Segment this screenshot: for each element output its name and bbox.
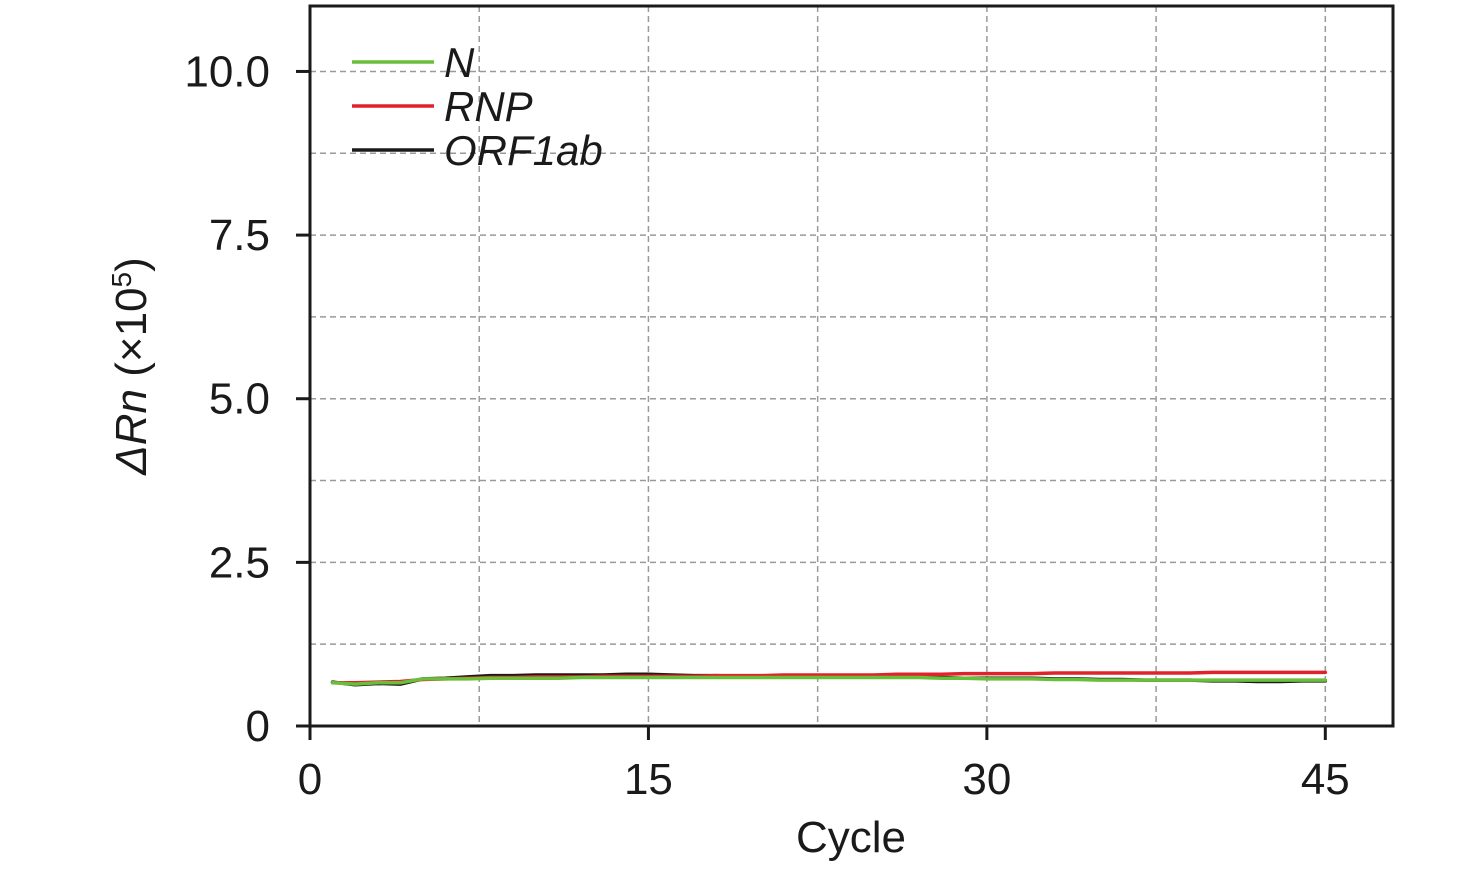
y-tick-label: 7.5 bbox=[209, 211, 270, 260]
series-line-n bbox=[330, 675, 1328, 686]
y-axis: 0 2.5 5.0 7.5 10.0 bbox=[184, 47, 310, 751]
plot-area-frame bbox=[308, 4, 1395, 728]
y-tick-label: 0 bbox=[246, 702, 270, 751]
x-axis: 0 15 30 45 bbox=[298, 726, 1350, 804]
legend-label-n: N bbox=[444, 39, 475, 86]
y-axis-label-unit-exponent: 5 bbox=[106, 272, 137, 288]
x-tick-label: 0 bbox=[298, 755, 322, 804]
x-axis-label: Cycle bbox=[796, 813, 906, 862]
y-axis-label-unit-prefix: (×10 bbox=[107, 287, 156, 389]
y-axis-label: ΔRn (×105) bbox=[106, 257, 157, 476]
y-tick-label: 2.5 bbox=[209, 538, 270, 587]
grid bbox=[310, 6, 1393, 726]
y-axis-label-unit-suffix: ) bbox=[107, 257, 156, 272]
series-lines bbox=[330, 670, 1328, 687]
legend-label-orf1ab: ORF1ab bbox=[444, 127, 603, 174]
x-tick-label: 45 bbox=[1301, 755, 1350, 804]
x-tick-label: 15 bbox=[624, 755, 673, 804]
y-tick-label: 5.0 bbox=[209, 375, 270, 424]
y-axis-label-main: ΔRn bbox=[107, 389, 156, 476]
legend-label-rnp: RNP bbox=[444, 83, 533, 130]
x-tick-label: 30 bbox=[962, 755, 1011, 804]
y-tick-label: 10.0 bbox=[184, 47, 270, 96]
